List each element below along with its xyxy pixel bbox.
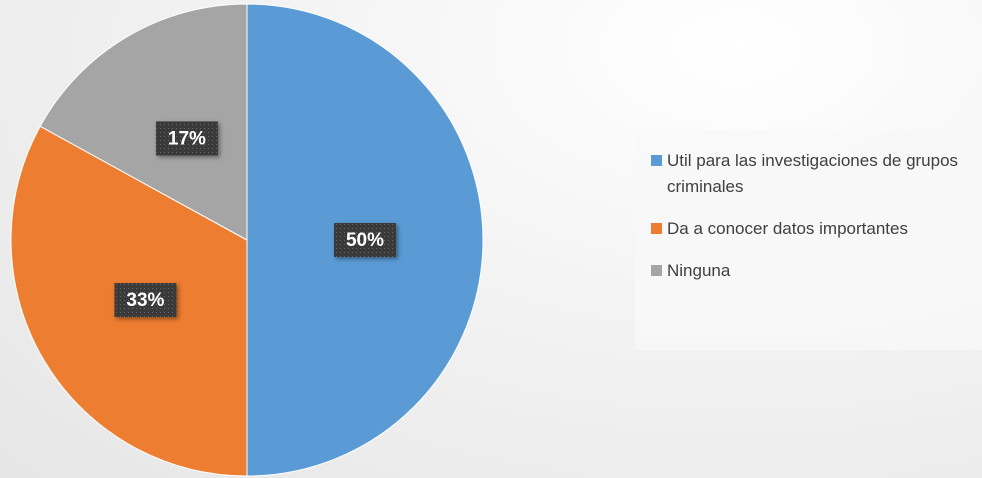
data-label-box bbox=[114, 283, 177, 318]
data-label: 17% bbox=[168, 128, 206, 149]
legend-entry: Ninguna bbox=[651, 258, 982, 284]
pie-slice bbox=[39, 3, 248, 241]
pie-chart: 50% 33% 17% bbox=[10, 3, 484, 477]
legend-swatch bbox=[651, 223, 662, 234]
legend-swatch bbox=[651, 155, 662, 166]
data-label: 50% bbox=[346, 230, 384, 251]
data-label-box bbox=[334, 223, 396, 257]
legend: Util para las investigaciones de grupos … bbox=[635, 130, 982, 350]
legend-entry: Da a conocer datos importantes bbox=[651, 216, 982, 242]
legend-entry: Util para las investigaciones de grupos … bbox=[651, 148, 982, 200]
data-label: 33% bbox=[126, 290, 164, 311]
legend-label: Da a conocer datos importantes bbox=[667, 219, 908, 238]
legend-label: Util para las investigaciones de grupos … bbox=[667, 151, 959, 196]
data-label-box bbox=[155, 121, 218, 156]
legend-swatch bbox=[651, 265, 662, 276]
legend-label: Ninguna bbox=[667, 261, 731, 280]
